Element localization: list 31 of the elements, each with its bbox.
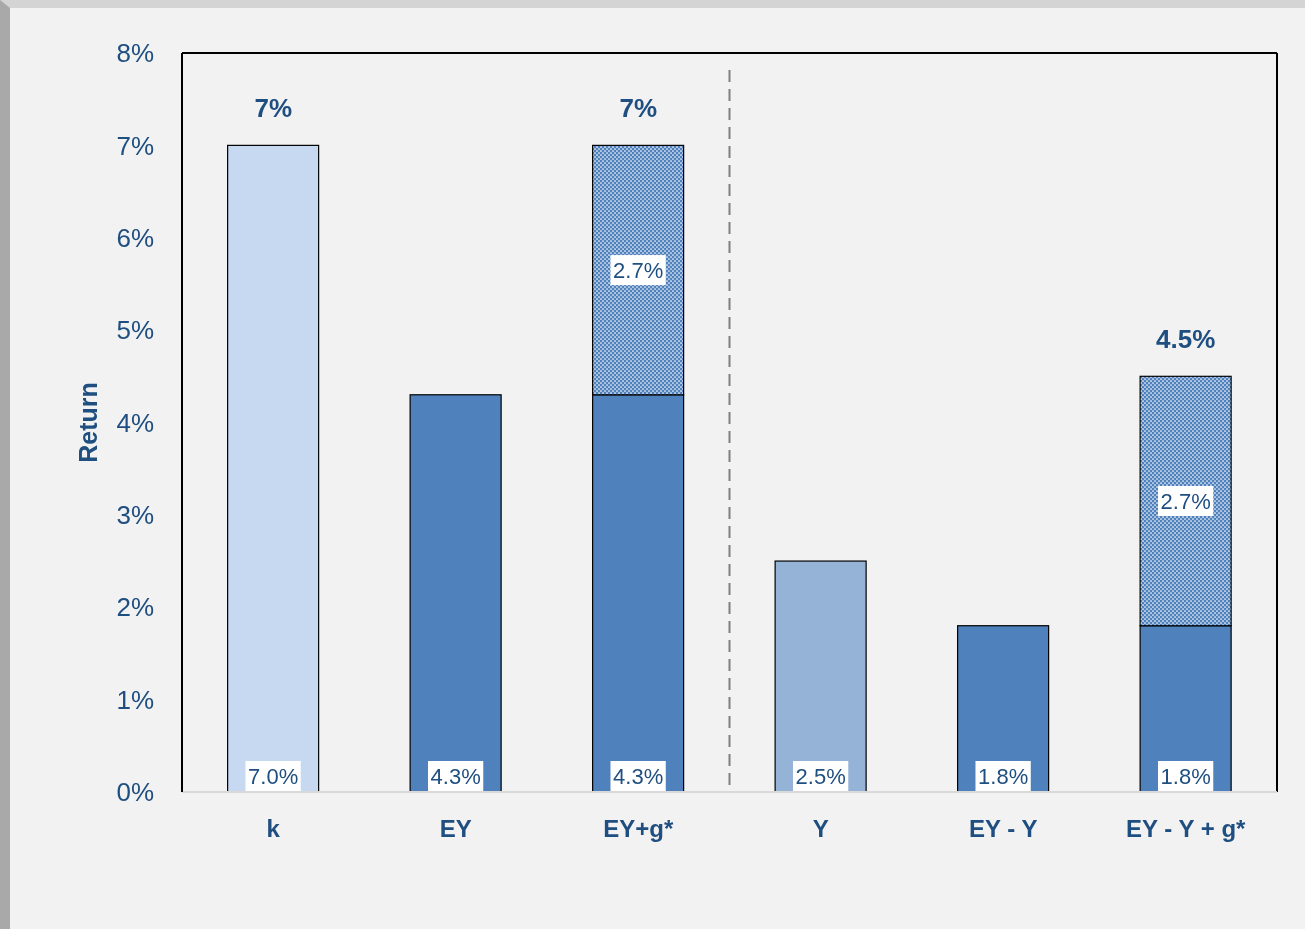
total-label: 7% xyxy=(254,93,293,124)
x-tick-label: Y xyxy=(812,815,829,843)
data-label: 2.5% xyxy=(795,763,846,789)
total-label: 4.5% xyxy=(1156,324,1216,355)
y-tick-label: 7% xyxy=(116,130,154,161)
data-label: 7.0% xyxy=(248,763,299,789)
bar xyxy=(774,560,867,792)
y-tick-label: 1% xyxy=(116,684,154,715)
bar xyxy=(227,144,320,792)
y-tick-label: 3% xyxy=(116,500,154,531)
y-tick-label: 8% xyxy=(116,38,154,69)
y-tick-label: 4% xyxy=(116,407,154,438)
x-tick-label: EY+g* xyxy=(603,815,674,843)
y-tick-label: 0% xyxy=(116,777,154,808)
x-tick-label: k xyxy=(266,815,281,843)
bar xyxy=(957,625,1050,792)
x-tick-label: EY - Y xyxy=(969,815,1038,843)
data-label: 1.8% xyxy=(978,763,1029,789)
total-label: 7% xyxy=(619,93,658,124)
data-label: 4.3% xyxy=(613,763,664,789)
data-label: 1.8% xyxy=(1160,763,1211,789)
data-label: 2.7% xyxy=(1160,488,1211,514)
data-label: 4.3% xyxy=(430,763,481,789)
x-tick-label: EY - Y + g* xyxy=(1126,815,1247,843)
bar xyxy=(409,394,502,792)
x-tick-label: EY xyxy=(439,815,472,843)
y-tick-label: 5% xyxy=(116,315,154,346)
data-label: 2.7% xyxy=(613,257,664,283)
y-tick-label: 6% xyxy=(116,222,154,253)
y-axis-title: Return xyxy=(73,382,102,463)
y-tick-label: 2% xyxy=(116,592,154,623)
